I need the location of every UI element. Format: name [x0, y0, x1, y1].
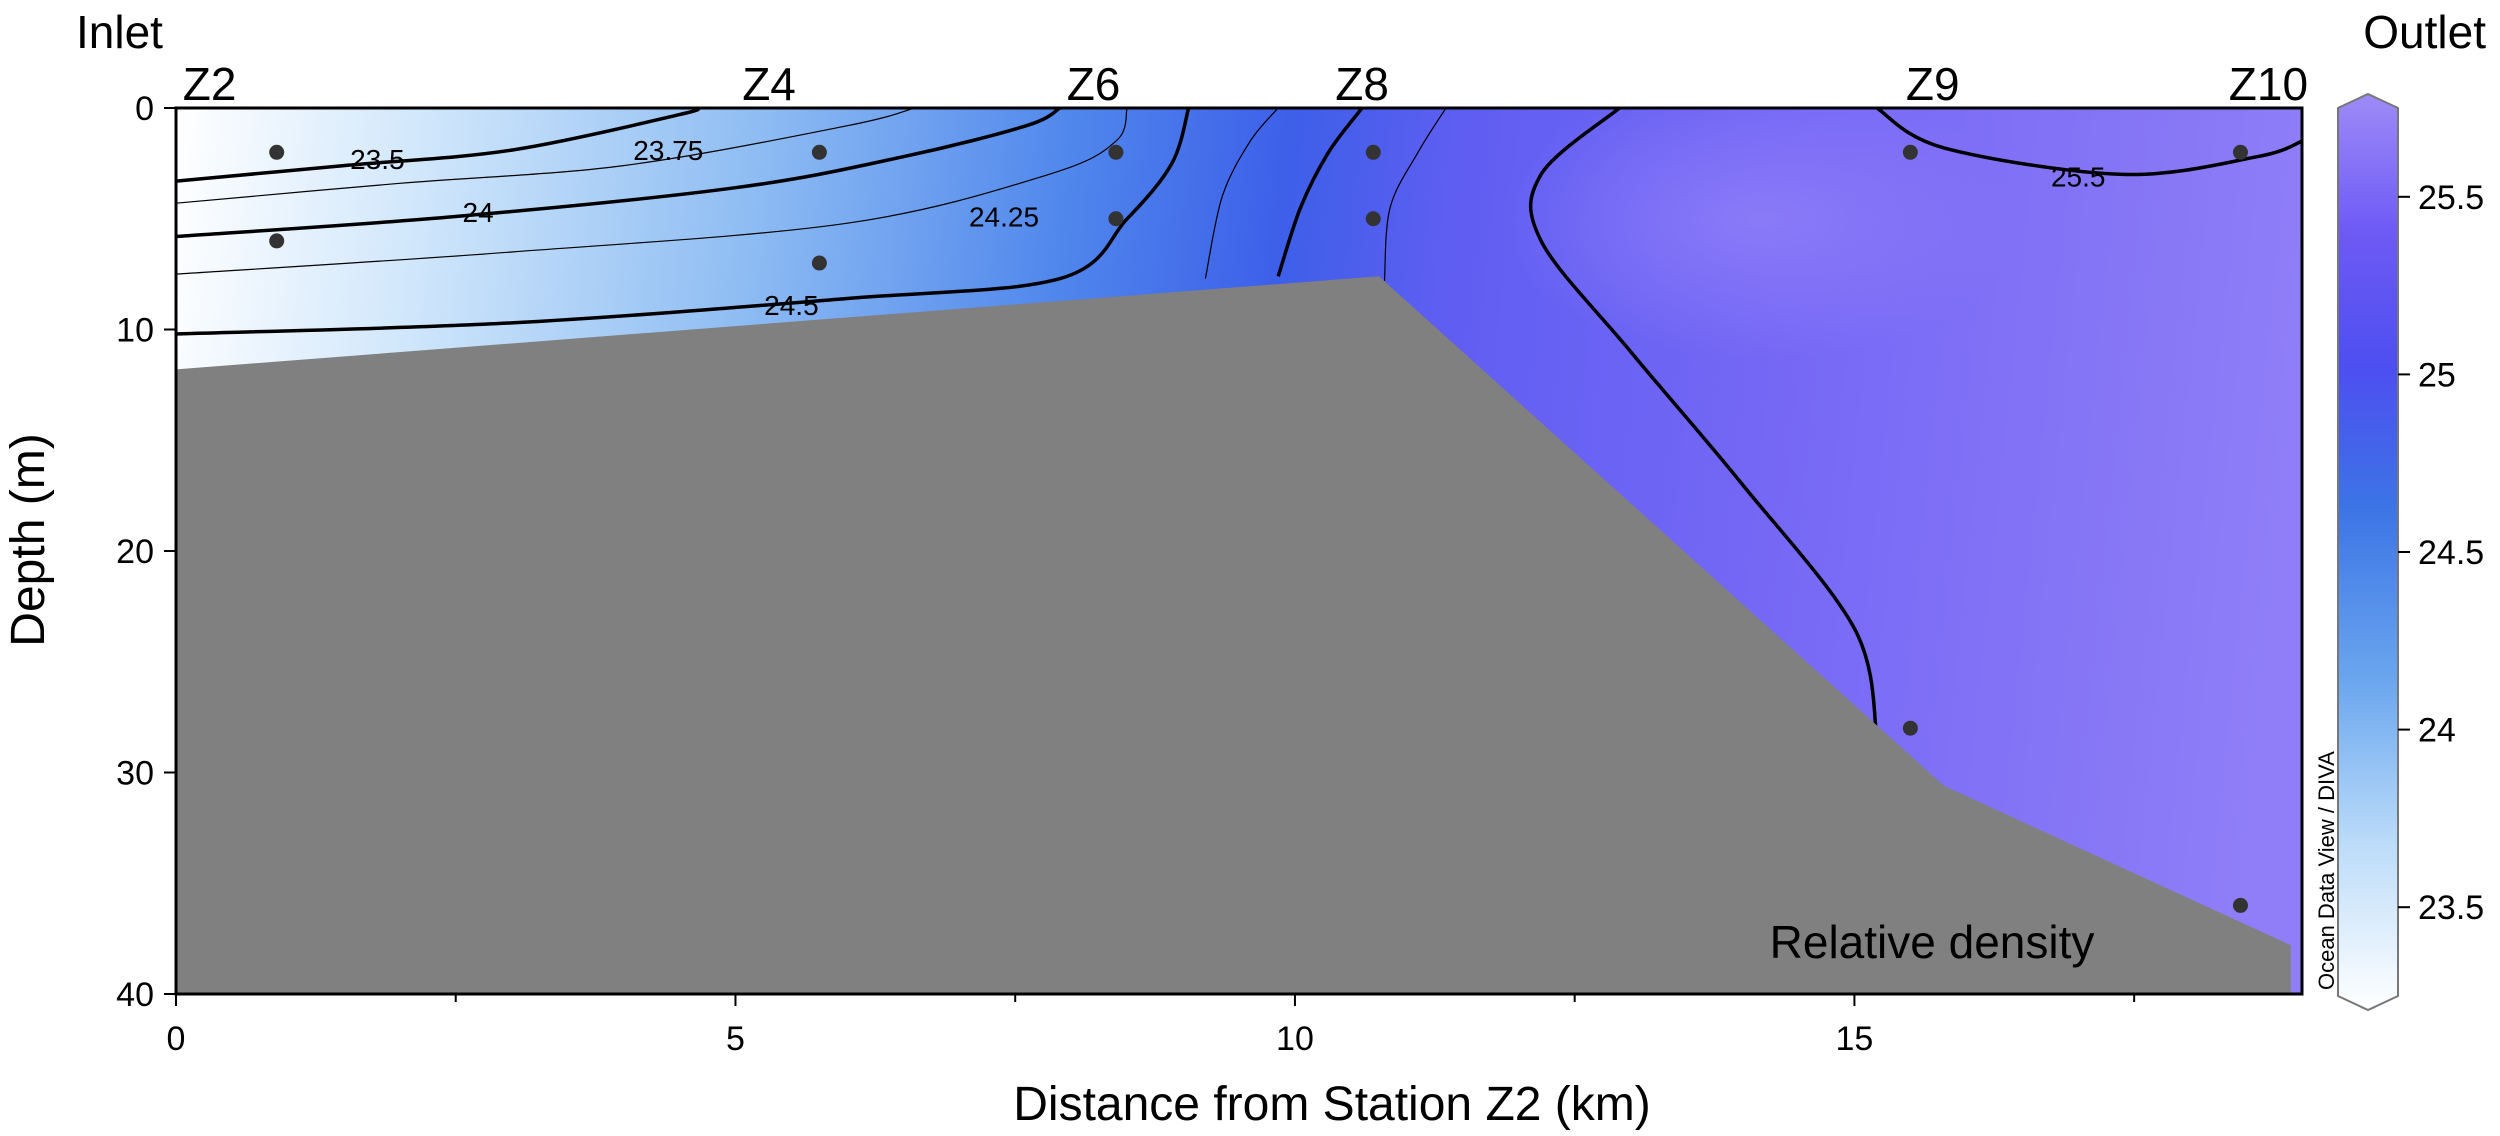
y-axis-title: Depth (m): [2, 433, 55, 646]
x-tick-label: 10: [1276, 1020, 1314, 1058]
sample-point: [269, 233, 285, 249]
station-labels: Z2 Z4 Z6 Z8 Z9 Z10: [183, 58, 2308, 110]
contour-labels: 23.5 23.75 24 24.25 24.5 25.5: [350, 135, 2106, 321]
x-tick-label: 5: [726, 1020, 745, 1058]
colorbar-ticks: 23.5 24 24.5 25 25.5: [2398, 179, 2484, 927]
contour-label: 25.5: [2051, 162, 2106, 193]
sample-point: [1902, 144, 1918, 160]
contour-25-25: [1383, 108, 1447, 281]
colorbar: 23.5 24 24.5 25 25.5: [2337, 92, 2484, 1012]
contour-25: [1276, 108, 1364, 277]
station-label: Z2: [183, 58, 237, 110]
y-tick-label: 20: [116, 533, 154, 571]
outlet-label: Outlet: [2363, 6, 2486, 58]
x-tick-label: 0: [167, 1020, 186, 1058]
contour-25-5: [1528, 108, 1879, 736]
sample-point: [811, 144, 827, 160]
y-tick-label: 30: [116, 755, 154, 793]
sample-point: [2232, 897, 2248, 913]
sample-point: [1108, 211, 1124, 227]
sample-points: [269, 144, 2248, 913]
panel-label: Relative density: [1770, 916, 2095, 968]
x-axis-title: Distance from Station Z2 (km): [1013, 1078, 1651, 1131]
seabed-bathymetry: [176, 276, 2291, 994]
colorbar-tick-label: 24: [2418, 712, 2456, 750]
station-label: Z8: [1335, 58, 1389, 110]
sample-point: [1365, 144, 1381, 160]
station-label: Z4: [742, 58, 796, 110]
y-axis-ticks: 0 10 20 30 40: [116, 90, 176, 1014]
y-tick-label: 40: [116, 976, 154, 1014]
contour-label: 24: [463, 197, 494, 228]
x-tick-label: 15: [1836, 1020, 1874, 1058]
contour-23-5: [176, 108, 701, 183]
colorbar-tick-label: 23.5: [2418, 889, 2484, 927]
inlet-label: Inlet: [76, 6, 163, 58]
contour-label: 24.25: [969, 202, 1039, 233]
contour-label: 23.75: [633, 135, 703, 166]
station-label: Z6: [1067, 58, 1121, 110]
sample-point: [1108, 144, 1124, 160]
sample-point: [811, 255, 827, 271]
contour-24: [176, 108, 1061, 239]
station-label: Z10: [2229, 58, 2308, 110]
credit-text: Ocean Data View / DIVA: [2314, 751, 2339, 990]
contour-24-5: [176, 108, 1191, 336]
sample-point: [1365, 211, 1381, 227]
colorbar-ramp: [2337, 92, 2399, 1012]
contour-25-5: [1875, 108, 2302, 177]
contour-lines: [176, 108, 2302, 736]
y-tick-label: 0: [135, 90, 154, 128]
contour-label: 23.5: [350, 144, 405, 175]
colorbar-tick-label: 25.5: [2418, 179, 2484, 217]
dense-core-shading: [1500, 108, 2020, 360]
sample-point: [1902, 720, 1918, 736]
contour-24-75: [1204, 108, 1279, 279]
station-label: Z9: [1906, 58, 1960, 110]
contour-24-25: [176, 108, 1128, 275]
contour-label: 24.5: [764, 290, 819, 321]
sample-point: [269, 144, 285, 160]
x-axis-ticks: 0 5 10 15: [167, 994, 2136, 1058]
sample-point: [2232, 144, 2248, 160]
colorbar-tick-label: 25: [2418, 356, 2456, 394]
y-tick-label: 10: [116, 312, 154, 350]
contour-23-75: [176, 108, 915, 204]
colorbar-tick-label: 24.5: [2418, 534, 2484, 572]
